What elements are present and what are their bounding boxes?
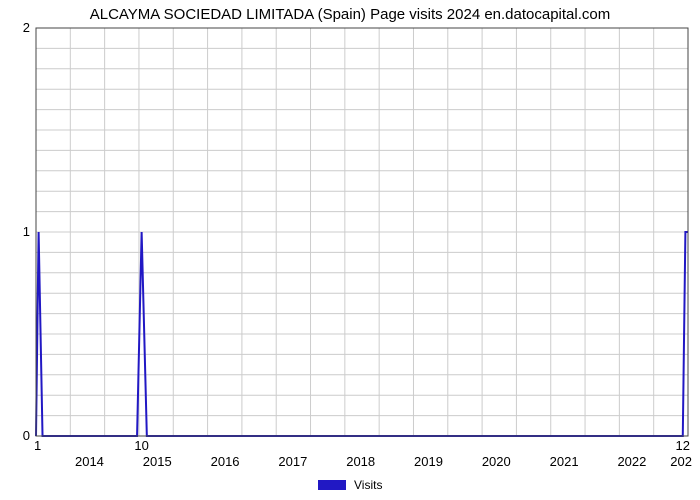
legend: Visits — [0, 476, 700, 494]
secondary-x-tick-label: 10 — [127, 438, 157, 453]
y-tick-label: 2 — [6, 20, 30, 35]
secondary-x-tick-label: 12 — [660, 438, 690, 453]
x-tick-label: 2017 — [273, 454, 313, 469]
x-tick-label: 2014 — [69, 454, 109, 469]
x-tick-label: 2022 — [612, 454, 652, 469]
chart-svg — [0, 0, 700, 500]
x-tick-label: 2019 — [409, 454, 449, 469]
x-tick-label: 2021 — [544, 454, 584, 469]
y-tick-label: 0 — [6, 428, 30, 443]
secondary-x-tick-label: 1 — [34, 438, 64, 453]
legend-text: Visits — [354, 478, 382, 492]
x-tick-label: 2018 — [341, 454, 381, 469]
y-tick-label: 1 — [6, 224, 30, 239]
x-tick-label: 202 — [662, 454, 692, 469]
x-tick-label: 2015 — [137, 454, 177, 469]
x-tick-label: 2020 — [476, 454, 516, 469]
chart-container: ALCAYMA SOCIEDAD LIMITADA (Spain) Page v… — [0, 0, 700, 500]
x-tick-label: 2016 — [205, 454, 245, 469]
legend-swatch — [318, 480, 346, 490]
